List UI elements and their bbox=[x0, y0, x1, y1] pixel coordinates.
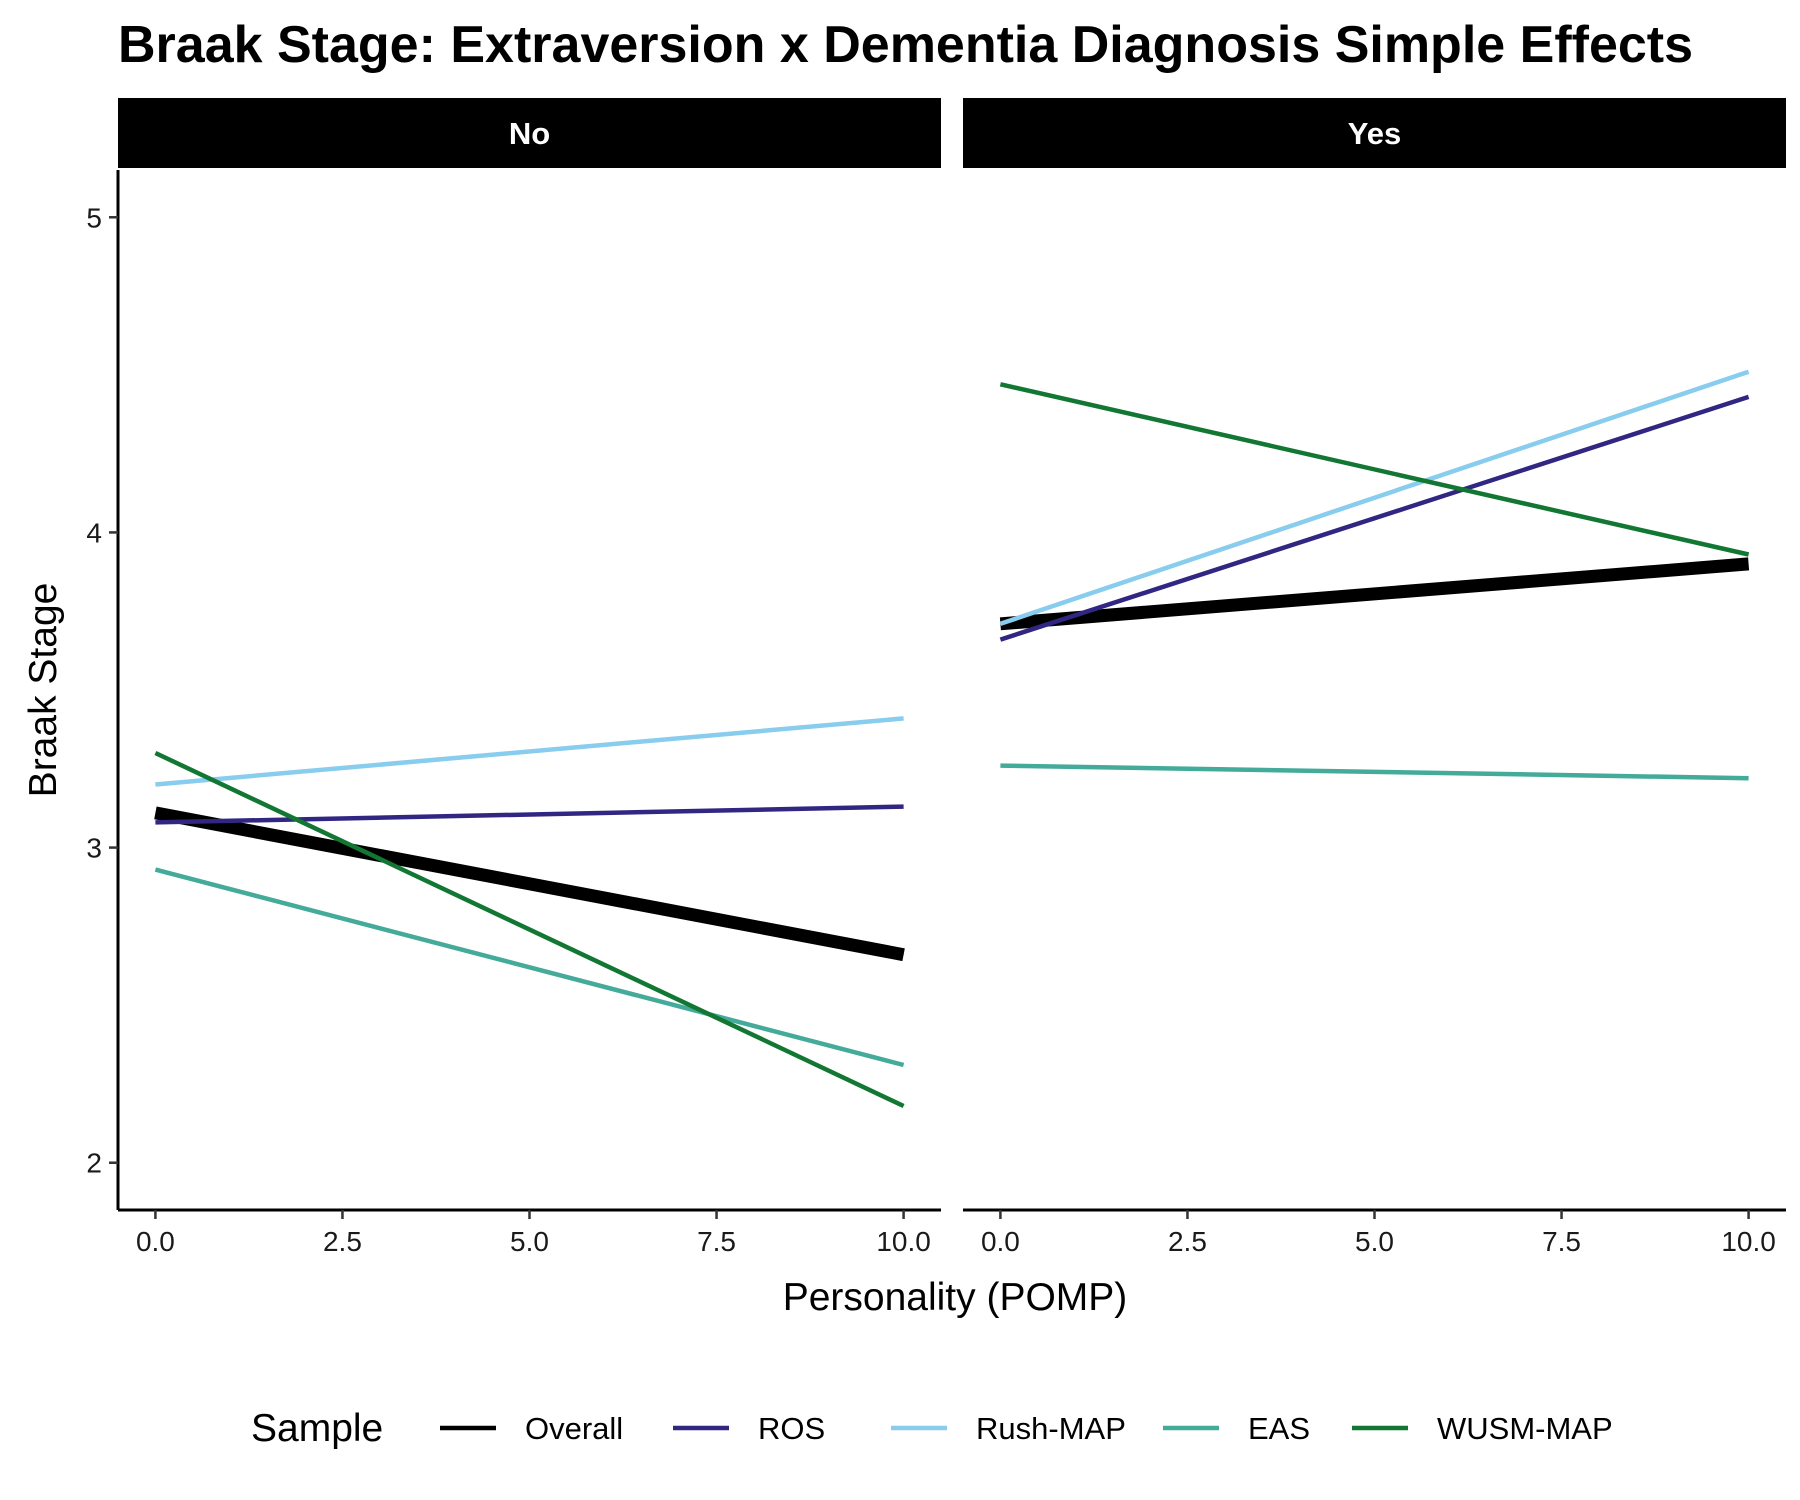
legend: Sample Overall ROS Rush-MAP EAS WUSM-MAP bbox=[251, 1407, 1613, 1450]
legend-label: EAS bbox=[1248, 1411, 1310, 1446]
x-tick-label: 10.0 bbox=[1721, 1226, 1776, 1257]
legend-item-overall: Overall bbox=[440, 1411, 623, 1446]
facet-strip bbox=[118, 98, 941, 168]
series-line-wusm-map bbox=[154, 750, 905, 1109]
series-line-ros bbox=[155, 804, 904, 825]
facet-strip-label: No bbox=[509, 116, 550, 151]
legend-item-eas: EAS bbox=[1163, 1411, 1310, 1446]
facet-strip-label: Yes bbox=[1348, 116, 1401, 151]
x-tick-label: 5.0 bbox=[1355, 1226, 1394, 1257]
series-line-ros bbox=[999, 394, 1750, 642]
legend-item-rush-map: Rush-MAP bbox=[891, 1411, 1126, 1446]
legend-label: WUSM-MAP bbox=[1437, 1411, 1613, 1446]
x-tick-label: 7.5 bbox=[697, 1226, 736, 1257]
series-line-eas bbox=[1000, 763, 1749, 781]
y-tick-label: 2 bbox=[86, 1148, 102, 1179]
y-tick-label: 4 bbox=[86, 517, 102, 548]
y-tick-label: 5 bbox=[86, 202, 102, 233]
x-tick-label: 2.5 bbox=[1168, 1226, 1207, 1257]
series-line-overall bbox=[154, 806, 905, 962]
facet-strip bbox=[963, 98, 1786, 168]
series-line-rush-map bbox=[999, 369, 1750, 626]
x-tick-label: 2.5 bbox=[323, 1226, 362, 1257]
legend-item-ros: ROS bbox=[673, 1411, 825, 1446]
series-line-wusm-map bbox=[999, 382, 1750, 557]
x-tick-label: 10.0 bbox=[876, 1226, 931, 1257]
panel-yes: Yes 0.0 2.5 5.0 7.5 10.0 bbox=[963, 98, 1786, 1257]
x-axis-title: Personality (POMP) bbox=[783, 1276, 1128, 1319]
legend-title: Sample bbox=[251, 1407, 383, 1450]
legend-label: ROS bbox=[758, 1411, 825, 1446]
panels: No 0.0 2.5 5.0 7.5 10.0 2 3 4 5 Yes 0.0 2.5 5.0 7.5 10.… bbox=[86, 98, 1786, 1257]
y-axis-title: Braak Stage bbox=[22, 583, 65, 798]
panel-no: No 0.0 2.5 5.0 7.5 10.0 2 3 4 5 bbox=[86, 98, 941, 1257]
series-line-eas bbox=[154, 867, 905, 1068]
legend-item-wusm-map: WUSM-MAP bbox=[1352, 1411, 1613, 1446]
legend-label: Rush-MAP bbox=[976, 1411, 1126, 1446]
x-tick-label: 0.0 bbox=[981, 1226, 1020, 1257]
chart-title: Braak Stage: Extraversion x Dementia Dia… bbox=[118, 16, 1693, 74]
y-tick-label: 3 bbox=[86, 833, 102, 864]
legend-label: Overall bbox=[525, 1411, 623, 1446]
x-tick-label: 5.0 bbox=[510, 1226, 549, 1257]
x-tick-label: 0.0 bbox=[136, 1226, 175, 1257]
series-line-rush-map bbox=[155, 716, 904, 787]
x-tick-label: 7.5 bbox=[1542, 1226, 1581, 1257]
series-line-overall bbox=[999, 557, 1750, 631]
